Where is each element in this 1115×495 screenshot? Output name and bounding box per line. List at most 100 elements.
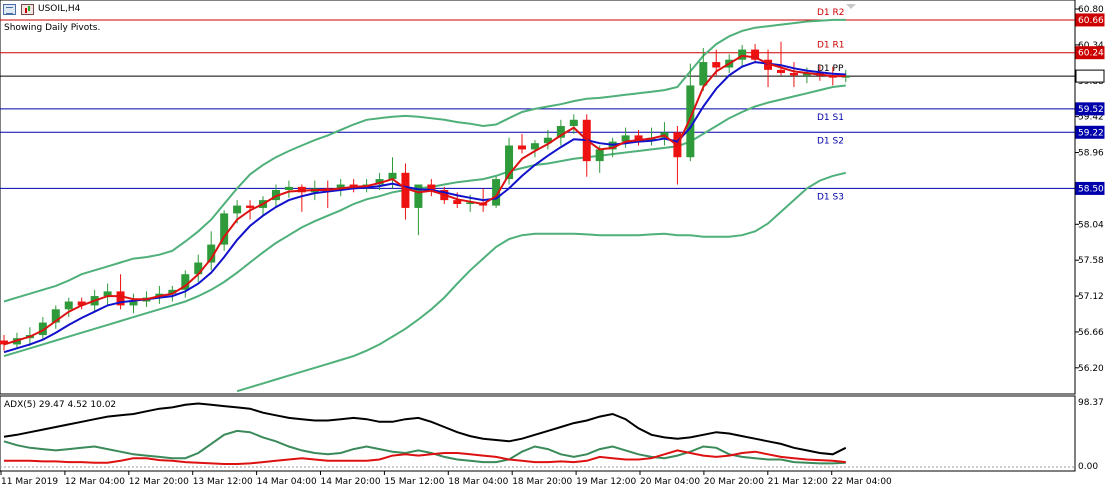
pivot-label: D1 S2 [817, 136, 844, 146]
y-tick-label: 58.04 [1078, 220, 1104, 230]
candle-body [556, 126, 565, 138]
candle-body [634, 135, 643, 141]
adx-tick-label: 98.37 [1078, 398, 1104, 408]
adx-line [3, 402, 847, 456]
x-tick-label: 12 Mar 20:00 [129, 477, 189, 487]
minus-di-line [4, 449, 846, 465]
candle-body [77, 301, 86, 306]
x-tick-label: 20 Mar 04:00 [640, 477, 700, 487]
candle-body [233, 205, 242, 214]
x-tick-label: 14 Mar 04:00 [257, 477, 317, 487]
time-axis: 11 Mar 2019 12 Mar 04:00 12 Mar 20:00 13 Ma… [0, 471, 892, 487]
candle-body [246, 205, 255, 208]
y-tick-label: 59.42 [1078, 113, 1104, 123]
pivot-note: Showing Daily Pivots. [4, 23, 101, 33]
x-tick-label: 15 Mar 12:00 [384, 477, 444, 487]
y-tick-label: 60.34 [1078, 41, 1104, 51]
candle-mode-icon[interactable] [21, 4, 34, 15]
band-lower-line [236, 171, 847, 393]
candle-body [543, 137, 552, 144]
candle-body [51, 309, 60, 323]
pivot-label: D1 PP [817, 64, 844, 74]
candle-body [349, 184, 358, 187]
y-tick-label: 60.80 [1078, 5, 1104, 15]
candle-body [116, 291, 125, 306]
candle-body [414, 184, 423, 208]
price-tags: 60.66 60.24 59.94 59.52 59.22 58.50 [1075, 13, 1105, 195]
candle-body [0, 340, 8, 345]
candle-body [777, 69, 785, 73]
chart-window-icon[interactable] [3, 4, 16, 15]
y-tick-label: 56.66 [1078, 328, 1104, 338]
y-tick-label: 57.58 [1078, 256, 1104, 266]
price-tag-label: 60.66 [1078, 16, 1104, 26]
candle-body [764, 59, 773, 70]
candle-body [129, 301, 138, 306]
price-tag [1075, 13, 1105, 27]
price-tag [1075, 46, 1105, 60]
candle-body [569, 119, 578, 127]
scroll-marker-icon[interactable] [846, 4, 856, 9]
pivot-label: D1 S3 [817, 192, 844, 202]
candle-body [388, 172, 397, 180]
band-upper-line [3, 18, 846, 303]
candle-body [427, 184, 436, 190]
candle-body [453, 200, 462, 205]
price-tag-label: 59.22 [1078, 128, 1104, 138]
x-tick-label: 11 Mar 2019 [1, 477, 58, 487]
candle-body [181, 274, 190, 290]
moving-averages [3, 54, 846, 354]
indicator-label: ADX(5) 29.47 4.52 10.02 [4, 400, 117, 410]
main-panel-frame [0, 0, 1076, 395]
bollinger-bands [3, 18, 847, 393]
plus-di-line [3, 429, 846, 465]
price-tag [1075, 125, 1105, 139]
candle-body [802, 72, 811, 76]
candle-body [38, 322, 47, 336]
candle-body [518, 145, 526, 150]
candle-body [103, 291, 112, 297]
x-tick-label: 14 Mar 20:00 [321, 477, 381, 487]
x-tick-label: 18 Mar 04:00 [448, 477, 508, 487]
ma-fast-line [3, 54, 846, 346]
price-tag-label: 59.52 [1078, 105, 1104, 115]
candle-body [207, 244, 216, 263]
x-tick-label: 12 Mar 04:00 [65, 477, 125, 487]
candle-body [271, 189, 280, 201]
band-middle-line [3, 84, 846, 358]
candle-body [751, 49, 760, 60]
pivot-label: D1 R2 [817, 8, 845, 18]
candle-body [789, 72, 798, 76]
y-tick-label: 57.12 [1078, 292, 1104, 302]
candle-body [595, 149, 604, 162]
price-tag [1075, 181, 1105, 195]
x-tick-label: 19 Mar 12:00 [576, 477, 636, 487]
candle-body [375, 179, 384, 185]
indicator-panel-frame [0, 395, 1076, 472]
y-tick-label: 56.20 [1078, 364, 1104, 374]
pivot-label: D1 S1 [817, 113, 844, 123]
x-tick-label: 13 Mar 12:00 [193, 477, 253, 487]
candle-body [194, 262, 203, 275]
candle-body [297, 186, 306, 193]
adx-lines [3, 402, 847, 465]
candle-body [686, 85, 695, 158]
candle-body [220, 213, 229, 245]
candle-body [64, 301, 73, 310]
candle-body [738, 49, 747, 60]
candle-body [505, 145, 514, 180]
candle-body [168, 289, 177, 294]
x-tick-label: 22 Mar 04:00 [832, 477, 892, 487]
price-tag [1075, 69, 1105, 83]
adx-tick-label: 0.00 [1078, 462, 1098, 472]
price-tag-label: 58.50 [1078, 184, 1104, 194]
x-tick-label: 18 Mar 20:00 [512, 477, 572, 487]
y-tick-label: 58.96 [1078, 149, 1104, 159]
pivot-label: D1 R1 [817, 41, 845, 51]
price-tag [1075, 102, 1105, 116]
price-tag-label: 59.94 [1078, 72, 1104, 82]
candle-body [621, 135, 630, 142]
